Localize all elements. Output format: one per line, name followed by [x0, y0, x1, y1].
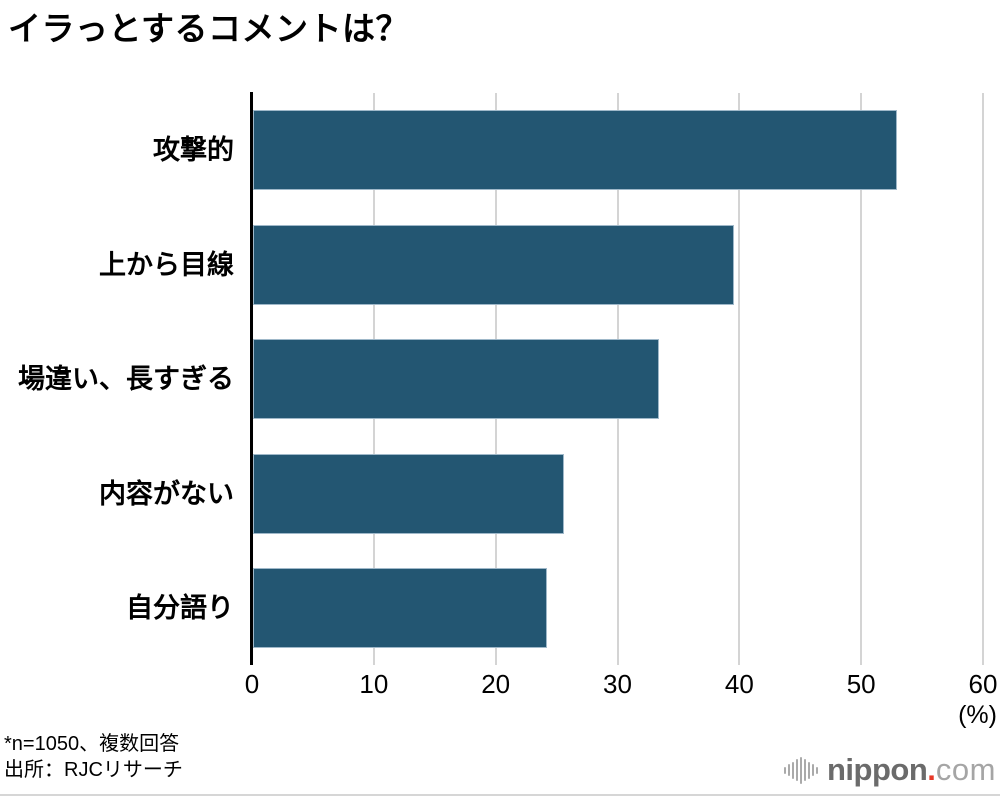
x-tick-label-30: 30	[603, 669, 632, 699]
category-label-攻撃的: 攻撃的	[153, 135, 234, 165]
gridline-40	[738, 93, 741, 665]
category-label-上から目線: 上から目線	[99, 250, 234, 280]
x-tick-label-60: 60	[968, 669, 998, 699]
chart-title: イラっとするコメントは？	[8, 10, 410, 47]
nippon-com-logo: nippon.com	[783, 750, 997, 790]
x-tick-label-20: 20	[481, 669, 511, 699]
bar-攻撃的	[253, 110, 897, 190]
x-tick-label-0: 0	[244, 669, 260, 699]
bar-自分語り	[253, 568, 547, 648]
x-tick-label-50: 50	[846, 669, 876, 699]
gridline-60	[982, 93, 984, 665]
y-axis-line	[250, 92, 253, 665]
footnote: *n=1050、複数回答 出所：RJCリサーチ	[4, 731, 183, 783]
bar-上から目線	[253, 225, 734, 305]
category-label-自分語り: 自分語り	[126, 593, 234, 623]
x-tick-label-40: 40	[724, 669, 754, 699]
logo-dot: .	[927, 752, 936, 787]
x-tick-label-10: 10	[359, 669, 389, 699]
category-label-場違い、長すぎる: 場違い、長すぎる	[18, 364, 234, 394]
footnote-sample-size: *n=1050、複数回答	[4, 733, 180, 755]
bottom-border-line	[0, 794, 1000, 796]
logo-name: nippon	[827, 752, 928, 787]
gridline-50	[860, 93, 863, 665]
logo-wordmark: nippon.com	[827, 750, 996, 790]
category-label-内容がない: 内容がない	[99, 479, 234, 509]
logo-tld: com	[935, 752, 996, 787]
bar-内容がない	[253, 454, 564, 534]
footnote-source: 出所：RJCリサーチ	[4, 759, 183, 781]
soundwave-bars-icon	[783, 755, 818, 785]
x-axis-unit-label: (%)	[958, 701, 997, 729]
bar-場違い、長すぎる	[253, 339, 659, 419]
